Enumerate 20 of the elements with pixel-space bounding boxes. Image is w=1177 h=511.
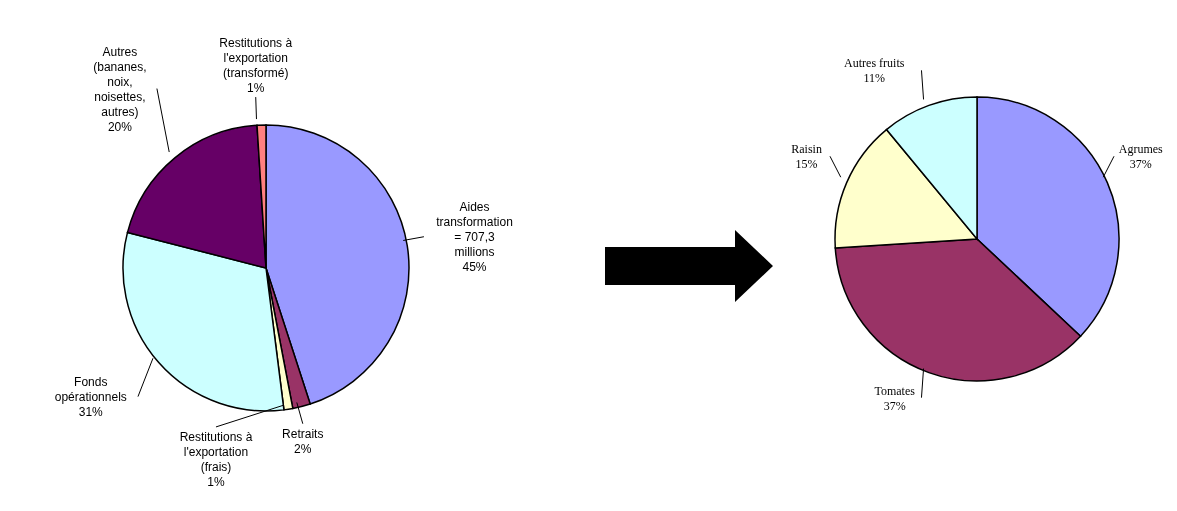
data-label: 11% <box>863 71 886 86</box>
data-label: 1% <box>207 474 225 489</box>
slice-label: Restitutions à l'exportation (frais) <box>179 429 253 474</box>
data-label: 31% <box>78 405 104 420</box>
slice-label: Raisin <box>791 142 822 157</box>
data-label: 1% <box>247 81 265 96</box>
slice-label: Restitutions à l'exportation (transformé) <box>219 36 293 81</box>
slice-label: Autres fruits <box>844 56 905 71</box>
data-label: 15% <box>795 157 818 172</box>
data-label: 45% <box>462 260 487 275</box>
data-label: 37% <box>883 398 906 413</box>
slice-label: Agrumes <box>1118 142 1164 157</box>
slice-label: Retraits <box>282 426 324 441</box>
data-label: 2% <box>294 441 312 456</box>
data-label: 20% <box>107 119 133 134</box>
slice-label: Tomates <box>874 383 916 398</box>
slice-label: Autres (bananes, noix, noisettes, autres) <box>93 44 147 119</box>
data-label: 37% <box>1129 157 1152 172</box>
slice-label: Aides transformation = 707,3 millions <box>436 200 513 260</box>
slice-label: Fonds opérationnels <box>54 375 127 405</box>
